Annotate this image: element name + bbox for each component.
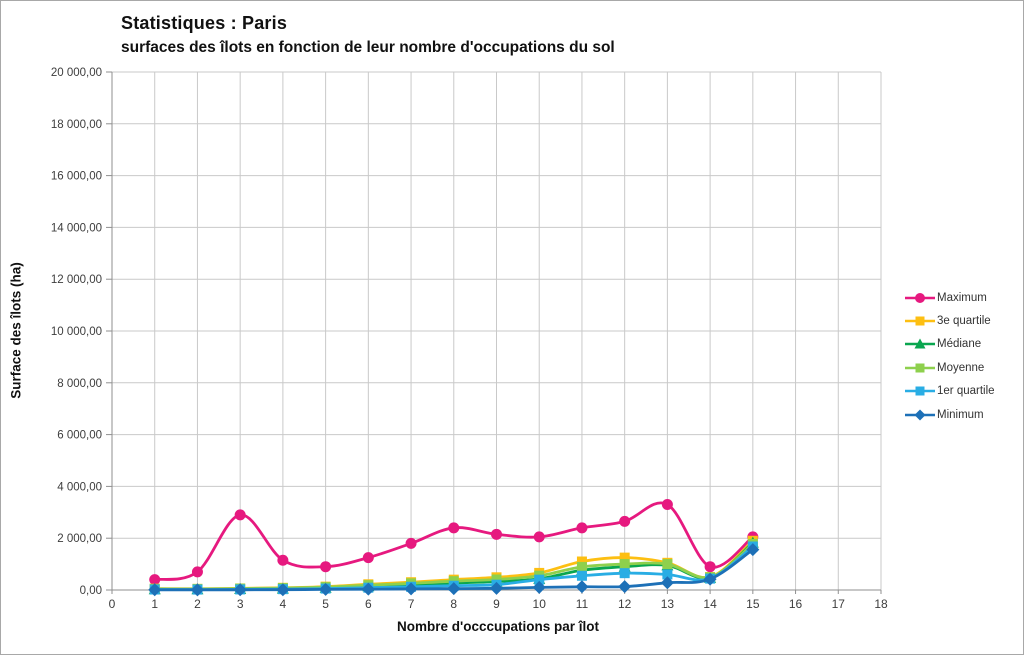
y-tick-label: 20 000,00 [51, 67, 102, 79]
series-minimum-marker [319, 582, 333, 596]
x-tick-label: 11 [576, 597, 589, 611]
y-tick-label: 18 000,00 [51, 119, 102, 131]
series-minimum-marker [361, 582, 375, 596]
y-tick-label: 14 000,00 [51, 222, 102, 234]
series-maximum-marker [362, 552, 374, 564]
square-legend-icon [905, 316, 935, 326]
legend-label: Moyenne [937, 361, 985, 374]
series-minimum-marker [618, 580, 632, 594]
series-moyenne-marker [576, 561, 587, 572]
series-maximum-marker [533, 531, 545, 543]
series-maximum-marker [320, 561, 332, 573]
series-moyenne-marker [491, 574, 502, 585]
series-minimum-marker [233, 583, 247, 597]
series-1er-quartile-marker [619, 568, 630, 579]
chart-legend: Maximum 3e quartile Médiane Moyenne 1er quar… [904, 286, 1022, 426]
series-maximum-marker [277, 554, 289, 566]
x-tick-label: 3 [237, 597, 244, 611]
series-maximum-marker [576, 522, 588, 534]
x-tick-label: 18 [874, 597, 888, 611]
legend-label: Minimum [937, 408, 984, 421]
legend-item: 1er quartile [904, 380, 1022, 403]
y-axis-title: Surface des îlots (ha) [8, 262, 24, 399]
x-tick-label: 16 [789, 597, 803, 611]
legend-label: Maximum [937, 291, 987, 304]
series-3e-quartile-marker [619, 552, 630, 563]
series-moyenne-marker [619, 559, 630, 570]
series-minimum-marker [490, 581, 503, 595]
circle-legend-icon [905, 292, 935, 303]
series-minimum-marker [660, 576, 674, 590]
y-tick-label: 10 000,00 [51, 326, 102, 338]
legend-item: 3e quartile [904, 309, 1022, 332]
x-tick-label: 13 [661, 597, 675, 611]
legend-item: Minimum [904, 403, 1022, 426]
legend-item: Moyenne [904, 356, 1022, 379]
x-tick-label: 0 [109, 597, 116, 611]
series-maximum-marker [704, 561, 716, 573]
legend-label: 3e quartile [937, 315, 991, 328]
series-minimum-marker [746, 543, 760, 557]
series-1er-quartile-marker [576, 570, 587, 581]
series-minimum-marker [575, 580, 589, 594]
series-maximum-marker [234, 509, 246, 521]
square-legend-icon [905, 363, 935, 373]
series-maximum-marker [448, 522, 460, 534]
x-tick-label: 7 [408, 597, 415, 611]
x-tick-label: 2 [194, 597, 201, 611]
x-tick-label: 12 [618, 597, 632, 611]
series-minimum-marker [276, 583, 290, 597]
series-minimum-marker [703, 572, 717, 586]
chart-title: Statistiques : Paris [121, 13, 288, 33]
x-tick-label: 1 [151, 597, 158, 611]
diamond-legend-icon [905, 409, 935, 421]
y-tick-label: 0,00 [80, 585, 102, 597]
y-tick-label: 6 000,00 [57, 430, 102, 442]
series-minimum-marker [404, 582, 418, 596]
x-tick-label: 6 [365, 597, 372, 611]
x-tick-label: 15 [746, 597, 760, 611]
series-minimum-marker [148, 583, 162, 597]
chart-subtitle: surfaces des îlots en fonction de leur n… [121, 39, 615, 56]
y-tick-label: 16 000,00 [51, 171, 102, 183]
x-tick-label: 17 [832, 597, 846, 611]
series-maximum-marker [661, 499, 673, 511]
series-1er-quartile-marker [534, 574, 545, 585]
triangle-legend-icon [905, 338, 935, 349]
x-axis-title: Nombre d'occcupations par îlot [397, 619, 599, 634]
series-minimum-marker [532, 580, 546, 594]
series-maximum-marker [405, 537, 417, 549]
series-1er-quartile-marker [662, 569, 673, 580]
series-3e-quartile-marker [576, 556, 587, 567]
legend-item: Maximum [904, 286, 1022, 309]
series-maximum-marker [149, 574, 161, 586]
legend-label: Médiane [937, 338, 982, 351]
y-tick-label: 12 000,00 [51, 274, 102, 286]
x-tick-label: 4 [280, 597, 287, 611]
legend-item: Médiane [904, 333, 1022, 356]
series-maximum-marker [191, 566, 203, 578]
y-tick-label: 8 000,00 [57, 378, 102, 390]
y-tick-label: 4 000,00 [57, 481, 102, 493]
series-maximum-marker [491, 528, 502, 540]
x-tick-label: 10 [533, 597, 547, 611]
x-tick-label: 5 [322, 597, 329, 611]
series-moyenne-marker [662, 559, 673, 570]
x-tick-label: 9 [493, 597, 500, 611]
x-tick-label: 8 [450, 597, 457, 611]
y-tick-label: 2 000,00 [57, 533, 102, 545]
series-maximum-marker [619, 515, 631, 527]
series-minimum-marker [190, 583, 204, 597]
square-legend-icon [905, 386, 935, 396]
x-tick-label: 14 [703, 597, 717, 611]
series-minimum-marker [447, 582, 461, 596]
legend-label: 1er quartile [937, 385, 995, 398]
